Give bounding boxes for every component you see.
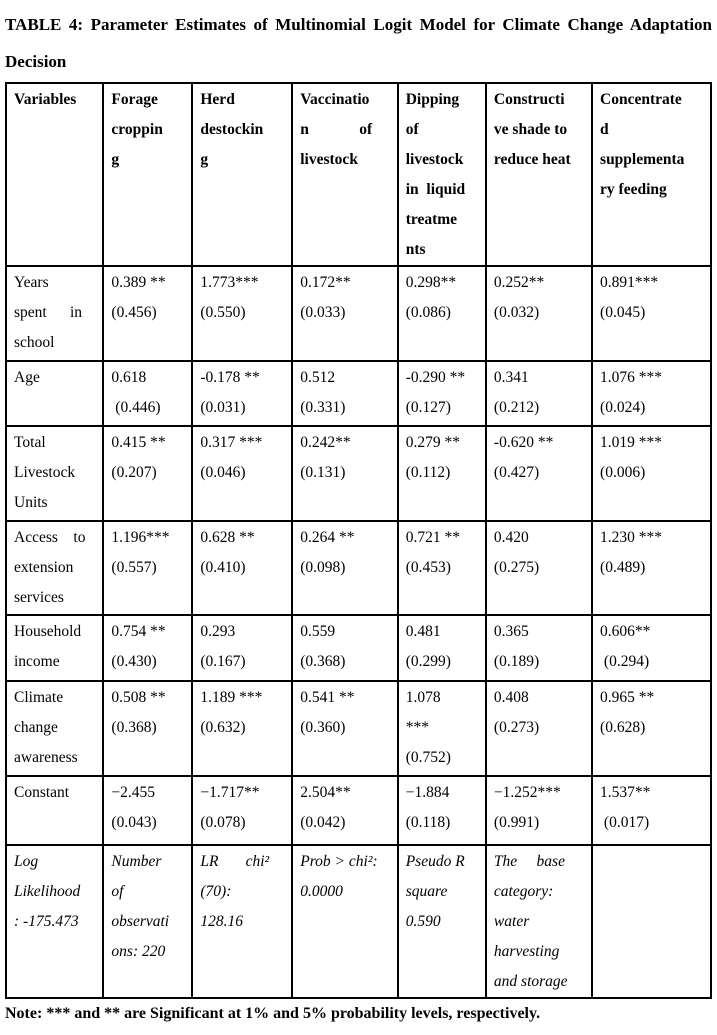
table-cell: 0.298** (0.086) — [396, 265, 487, 362]
stats-cell: The base category: water harvesting and … — [484, 844, 594, 999]
table-cell: 1.019 *** (0.006) — [591, 425, 712, 522]
table-cell: -0.620 ** (0.427) — [484, 425, 594, 522]
table-cell: 0.317 *** (0.046) — [191, 425, 294, 522]
table-cell: −2.455 (0.043) — [102, 775, 194, 846]
table-cell: 0.172** (0.033) — [291, 265, 399, 362]
table-cell: 0.754 ** (0.430) — [102, 614, 194, 682]
stats-cell: Pseudo R square 0.590 — [396, 844, 487, 999]
row-label: Total Livestock Units — [4, 425, 105, 522]
row-label: Age — [4, 360, 105, 427]
stats-row: Log Likelihood : -175.473 Number of obser… — [4, 844, 712, 999]
table-cell: 0.559 (0.368) — [291, 614, 399, 682]
table-cell: −1.884 (0.118) — [396, 775, 487, 846]
table-cell: -0.178 ** (0.031) — [191, 360, 294, 427]
table-row: Age 0.618 (0.446) -0.178 ** (0.031) 0.512 (… — [4, 360, 712, 427]
column-header: Herd destockin g — [191, 82, 294, 267]
column-header: Concentrate d supplementa ry feeding — [591, 82, 712, 267]
table-cell: -0.290 ** (0.127) — [396, 360, 487, 427]
table-cell: 1.189 *** (0.632) — [191, 680, 294, 777]
table-cell: 1.078 *** (0.752) — [396, 680, 487, 777]
table-cell: 0.341 (0.212) — [484, 360, 594, 427]
table-cell: 0.264 ** (0.098) — [291, 520, 399, 616]
table-cell: 1.773*** (0.550) — [191, 265, 294, 362]
table-cell: 1.537** (0.017) — [591, 775, 712, 846]
column-header: Variables — [4, 82, 105, 267]
row-label: Household income — [4, 614, 105, 682]
table-cell: 0.606** (0.294) — [591, 614, 712, 682]
stats-cell: Log Likelihood : -175.473 — [4, 844, 105, 999]
table-cell: 0.721 ** (0.453) — [396, 520, 487, 616]
row-label: Years spent in school — [4, 265, 105, 362]
stats-cell: LR chi² (70): 128.16 — [191, 844, 294, 999]
table-row: Access to extension services 1.196*** (0.… — [4, 520, 712, 616]
row-label: Access to extension services — [4, 520, 105, 616]
table-cell: 0.420 (0.275) — [484, 520, 594, 616]
table-cell: 1.196*** (0.557) — [102, 520, 194, 616]
parameter-estimates-table: Variables Forage croppin g Herd destockin … — [4, 82, 712, 999]
column-header: Vaccinatio n of livestock — [291, 82, 399, 267]
stats-cell: Number of observati ons: 220 — [102, 844, 194, 999]
table-cell: 1.076 *** (0.024) — [591, 360, 712, 427]
table-row: Climate change awareness 0.508 ** (0.368)… — [4, 680, 712, 777]
table-cell: −1.252*** (0.991) — [484, 775, 594, 846]
stats-cell — [591, 844, 712, 999]
column-header: Dipping of livestock in liquid treatme n… — [396, 82, 487, 267]
row-label: Constant — [4, 775, 105, 846]
table-cell: −1.717** (0.078) — [191, 775, 294, 846]
column-header: Forage croppin g — [102, 82, 194, 267]
table-cell: 0.389 ** (0.456) — [102, 265, 194, 362]
row-label: Climate change awareness — [4, 680, 105, 777]
table-cell: 0.618 (0.446) — [102, 360, 194, 427]
stats-cell: Prob > chi²: 0.0000 — [291, 844, 399, 999]
table-cell: 0.891*** (0.045) — [591, 265, 712, 362]
table-cell: 0.415 ** (0.207) — [102, 425, 194, 522]
table-cell: 0.293 (0.167) — [191, 614, 294, 682]
table-cell: 0.408 (0.273) — [484, 680, 594, 777]
table-cell: 0.628 ** (0.410) — [191, 520, 294, 616]
table-row: Total Livestock Units 0.415 ** (0.207) 0.3… — [4, 425, 712, 522]
table-cell: 0.279 ** (0.112) — [396, 425, 487, 522]
table-cell: 0.541 ** (0.360) — [291, 680, 399, 777]
table-title: TABLE 4: Parameter Estimates of Multinom… — [5, 15, 712, 71]
table-cell: 0.242** (0.131) — [291, 425, 399, 522]
table-cell: 0.965 ** (0.628) — [591, 680, 712, 777]
table-cell: 0.252** (0.032) — [484, 265, 594, 362]
table-cell: 0.365 (0.189) — [484, 614, 594, 682]
table-row: Household income 0.754 ** (0.430) 0.293 (0… — [4, 614, 712, 682]
table-cell: 1.230 *** (0.489) — [591, 520, 712, 616]
table-row: Constant −2.455 (0.043) −1.717** (0.078) 2.… — [4, 775, 712, 846]
column-header: Constructi ve shade to reduce heat — [484, 82, 594, 267]
table-row: Years spent in school 0.389 ** (0.456) 1.7… — [4, 265, 712, 362]
table-cell: 0.508 ** (0.368) — [102, 680, 194, 777]
header-row: Variables Forage croppin g Herd destockin … — [4, 82, 712, 267]
table-cell: 2.504** (0.042) — [291, 775, 399, 846]
table-cell: 0.512 (0.331) — [291, 360, 399, 427]
table-cell: 0.481 (0.299) — [396, 614, 487, 682]
significance-note: Note: *** and ** are Significant at 1% a… — [5, 1005, 541, 1022]
